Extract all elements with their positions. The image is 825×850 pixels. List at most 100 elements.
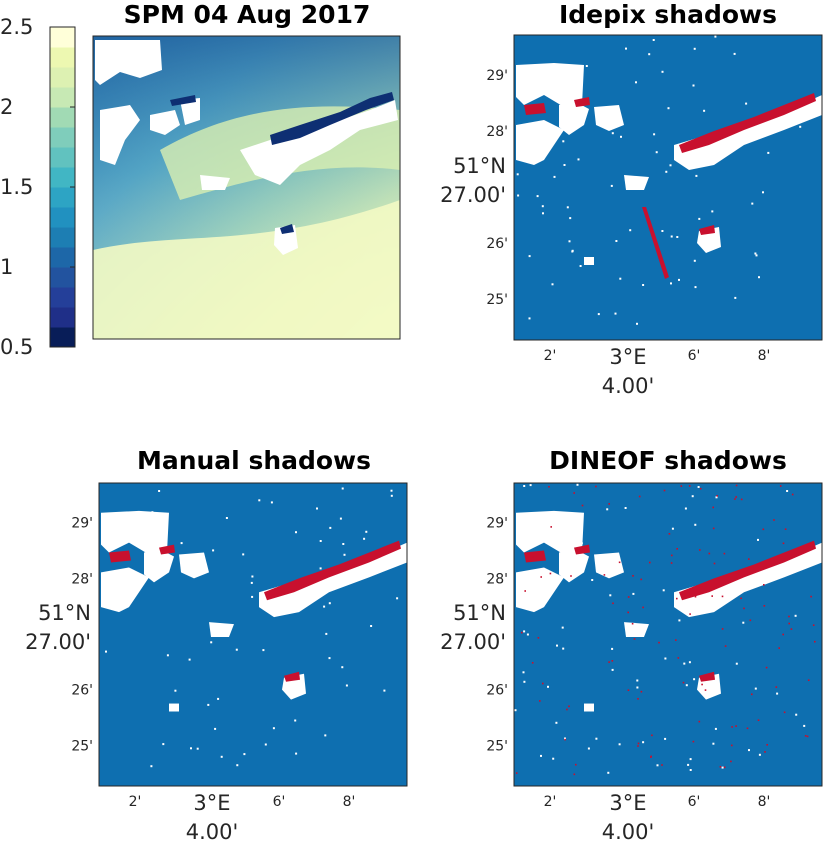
cloud-speckle bbox=[642, 741, 645, 744]
cloud-speckle bbox=[597, 313, 600, 316]
shadow-speckle bbox=[671, 554, 673, 557]
cloud-speckle bbox=[250, 581, 253, 584]
x-center-label: 3°E bbox=[609, 791, 646, 815]
colorbar-step bbox=[50, 107, 75, 128]
cloud-speckle bbox=[665, 170, 668, 173]
cloud-speckle bbox=[745, 102, 748, 105]
cloud-speckle bbox=[135, 541, 138, 544]
cloud-speckle bbox=[210, 641, 213, 644]
cloud-speckle bbox=[754, 687, 757, 690]
cloud-speckle bbox=[329, 526, 332, 529]
shadow-speckle bbox=[692, 740, 695, 743]
cloud-speckle bbox=[551, 283, 554, 286]
shadow-speckle bbox=[746, 727, 749, 730]
cloud-speckle bbox=[569, 217, 572, 220]
y-center-label: 51°N bbox=[453, 601, 506, 625]
shadow-speckle bbox=[675, 639, 677, 641]
cloud-speckle bbox=[547, 685, 549, 688]
cloud-speckle bbox=[540, 754, 542, 757]
cloud-speckle bbox=[791, 118, 794, 121]
cloud-speckle bbox=[624, 507, 627, 509]
cloud-speckle bbox=[105, 650, 107, 653]
shadow-speckle bbox=[743, 607, 745, 610]
cloud-speckle bbox=[323, 605, 326, 608]
colorbar-step bbox=[50, 67, 75, 88]
shadow-speckle bbox=[779, 485, 782, 487]
cloud-speckle bbox=[251, 575, 254, 578]
cloud-speckle bbox=[196, 747, 199, 750]
y-tick-label: 28' bbox=[486, 571, 508, 587]
cloud-speckle bbox=[688, 661, 691, 664]
cloud-speckle bbox=[693, 678, 696, 681]
cloud-speckle bbox=[708, 155, 710, 158]
cloud-speckle bbox=[633, 180, 636, 183]
cloud-speckle bbox=[523, 630, 526, 633]
shadow-speckle bbox=[632, 575, 634, 577]
shadow-mask bbox=[515, 484, 816, 776]
shadow-speckle bbox=[549, 572, 552, 575]
shadow-speckle bbox=[642, 606, 644, 609]
y-tick-label: 29' bbox=[71, 516, 93, 532]
cloud-speckle bbox=[689, 769, 692, 771]
cloud-speckle bbox=[703, 109, 706, 112]
cloud-speckle bbox=[610, 184, 613, 187]
cloud-speckle bbox=[363, 537, 366, 540]
cloud-speckle bbox=[692, 84, 695, 87]
cloud-speckle bbox=[757, 538, 759, 541]
cloud-speckle bbox=[242, 553, 245, 556]
shadow-speckle bbox=[608, 661, 610, 663]
cloud-speckle bbox=[618, 743, 621, 746]
shadow-speckle bbox=[524, 590, 526, 592]
cloud-speckle bbox=[158, 490, 161, 492]
cloud-speckle bbox=[258, 499, 261, 502]
shadow-speckle bbox=[757, 719, 760, 721]
cloud-speckle bbox=[595, 737, 598, 740]
cloud-speckle bbox=[709, 239, 712, 242]
colorbar-tick-label: 2.5 bbox=[0, 15, 34, 39]
cloud-speckle bbox=[667, 107, 670, 110]
cloud-speckle bbox=[158, 558, 161, 561]
cloud-speckle bbox=[735, 662, 738, 665]
shadow-speckle bbox=[676, 597, 678, 600]
shadow-speckle bbox=[699, 549, 701, 551]
shadow-speckle bbox=[682, 681, 685, 684]
cloud-speckle bbox=[754, 252, 757, 255]
cloud-speckle bbox=[343, 553, 346, 556]
shadow-speckle bbox=[627, 596, 630, 598]
colorbar-step bbox=[50, 187, 75, 208]
colorbar-step bbox=[50, 87, 75, 108]
cloud-speckle bbox=[345, 684, 348, 687]
shadow-speckle bbox=[612, 602, 614, 605]
shadow-speckle bbox=[533, 557, 536, 559]
shadow-speckle bbox=[650, 755, 652, 758]
shadow-speckle bbox=[741, 574, 743, 577]
title-manual: Manual shadows bbox=[136, 446, 372, 475]
shadow-speckle bbox=[740, 498, 743, 501]
cloud-speckle bbox=[762, 191, 764, 194]
shadow-speckle bbox=[807, 679, 810, 681]
shadow-speckle bbox=[539, 700, 541, 702]
cloud-speckle bbox=[225, 517, 228, 519]
y-tick-label: 28' bbox=[71, 571, 93, 587]
cloud-speckle bbox=[742, 621, 745, 624]
x-tick-label: 2' bbox=[544, 794, 557, 810]
y-tick-label: 26' bbox=[486, 236, 508, 252]
shadow-speckle bbox=[804, 735, 807, 737]
cloud-speckle bbox=[661, 230, 664, 232]
cloud-speckle bbox=[625, 47, 627, 50]
cloud-speckle bbox=[328, 602, 331, 605]
colorbar-step bbox=[50, 327, 75, 348]
shadow-speckle bbox=[751, 693, 753, 696]
cloud-speckle bbox=[390, 494, 393, 497]
cloud-speckle bbox=[758, 276, 760, 279]
cloud-speckle bbox=[517, 194, 520, 197]
cloud-speckle bbox=[572, 555, 575, 558]
x-tick-label: 6' bbox=[688, 794, 701, 810]
cloud-speckle bbox=[670, 282, 672, 285]
cloud-speckle bbox=[568, 240, 571, 243]
cloud-speckle bbox=[755, 254, 758, 257]
shadow-speckle bbox=[723, 766, 726, 769]
shadow-speckle bbox=[638, 495, 641, 498]
shadow-speckle bbox=[766, 565, 769, 567]
cloud-speckle bbox=[714, 35, 717, 38]
